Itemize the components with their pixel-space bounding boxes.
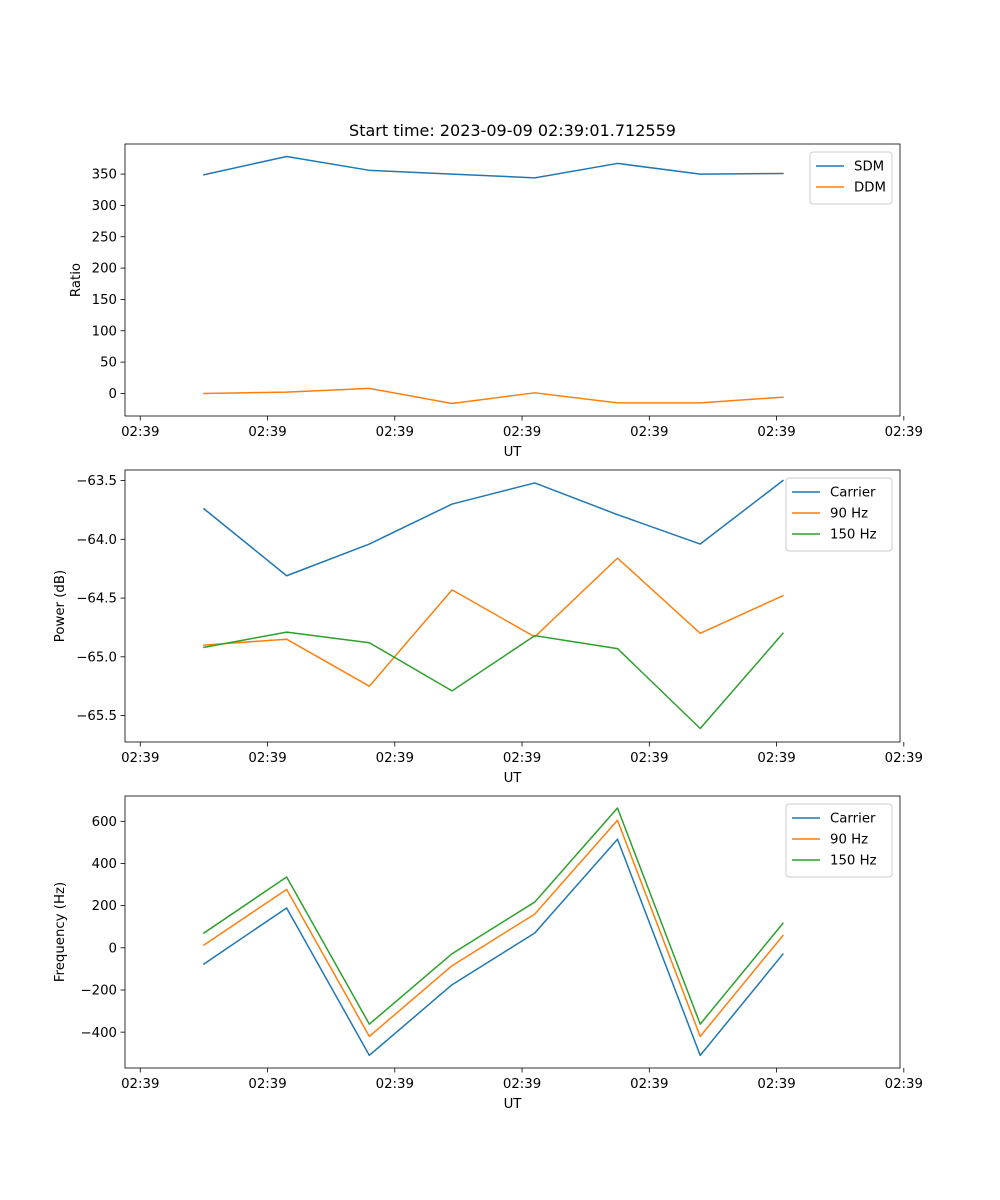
- frequency-x-tick-label: 02:39: [248, 1077, 286, 1092]
- ratio-x-axis-label: UT: [504, 445, 523, 460]
- frequency-y-axis-label: Frequency (Hz): [53, 882, 68, 982]
- frequency-y-tick-label: −200: [80, 984, 117, 999]
- ratio-x-tick-label: 02:39: [248, 425, 286, 440]
- power-y-tick-label: −63.5: [76, 474, 117, 489]
- frequency-axes-frame: [124, 795, 901, 1069]
- frequency-series-90-hz-line: [202, 819, 784, 1038]
- ratio-x-tick-label: 02:39: [121, 425, 159, 440]
- power-subplot: 02:3902:3902:3902:3902:3902:3902:3902:40…: [53, 469, 923, 786]
- power-x-tick-label: 02:39: [376, 751, 414, 766]
- power-y-axis-label: Power (dB): [53, 570, 68, 642]
- frequency-x-tick-label: 02:39: [121, 1077, 159, 1092]
- power-series-150-hz-line: [203, 631, 784, 730]
- frequency-subplot: 02:3902:3902:3902:3902:3902:3902:3902:40…: [53, 795, 923, 1112]
- figure-title: Start time: 2023-09-09 02:39:01.712559: [349, 121, 676, 140]
- ratio-legend-box: [809, 151, 893, 205]
- ratio-y-tick-label: 350: [92, 168, 117, 183]
- ratio-y-tick-label: 50: [100, 356, 117, 371]
- frequency-y-tick-label: 200: [92, 899, 117, 914]
- frequency-series-150-hz-line: [202, 807, 784, 1025]
- power-x-tick-label: 02:39: [248, 751, 286, 766]
- ratio-series-ddm-line: [203, 387, 784, 405]
- power-legend-label: 90 Hz: [830, 507, 868, 522]
- ratio-y-tick-label: 300: [92, 199, 117, 214]
- frequency-x-tick-label: 02:39: [885, 1077, 923, 1092]
- ratio-y-tick-label: 0: [109, 387, 117, 402]
- frequency-legend-label: 90 Hz: [830, 833, 868, 848]
- power-axes-frame: [124, 469, 901, 743]
- ratio-subplot: 02:3902:3902:3902:3902:3902:3902:3902:40…: [69, 143, 923, 460]
- power-y-tick-label: −65.5: [76, 709, 117, 724]
- frequency-legend-label: 150 Hz: [830, 854, 877, 869]
- frequency-x-tick-label: 02:39: [630, 1077, 668, 1092]
- power-x-tick-label: 02:39: [121, 751, 159, 766]
- ratio-series-sdm-line: [203, 155, 784, 179]
- frequency-x-tick-label: 02:39: [503, 1077, 541, 1092]
- ratio-x-tick-label: 02:39: [376, 425, 414, 440]
- ratio-axes-frame: [124, 143, 901, 417]
- frequency-legend-label: Carrier: [830, 812, 876, 827]
- power-y-tick-label: −64.5: [76, 592, 117, 607]
- power-x-tick-label: 02:39: [630, 751, 668, 766]
- power-legend-label: Carrier: [830, 486, 876, 501]
- frequency-y-tick-label: 400: [92, 857, 117, 872]
- power-legend-box: [785, 477, 893, 552]
- frequency-x-tick-label: 02:39: [757, 1077, 795, 1092]
- ratio-legend-label: SDM: [854, 160, 884, 175]
- power-x-tick-label: 02:39: [503, 751, 541, 766]
- ratio-legend-label: DDM: [854, 181, 886, 196]
- frequency-series-carrier-line: [202, 838, 784, 1057]
- ratio-x-tick-label: 02:39: [757, 425, 795, 440]
- ratio-x-tick-label: 02:39: [885, 425, 923, 440]
- ratio-y-tick-label: 150: [92, 293, 117, 308]
- power-series-90-hz-line: [203, 557, 784, 687]
- power-legend-label: 150 Hz: [830, 528, 877, 543]
- ratio-x-tick-label: 02:39: [503, 425, 541, 440]
- frequency-y-tick-label: 600: [92, 815, 117, 830]
- frequency-x-tick-label: 02:39: [376, 1077, 414, 1092]
- power-x-tick-label: 02:39: [757, 751, 795, 766]
- frequency-x-axis-label: UT: [504, 1097, 523, 1112]
- power-series-carrier-line: [202, 479, 784, 577]
- ratio-y-tick-label: 200: [92, 262, 117, 277]
- power-y-tick-label: −65.0: [76, 650, 117, 665]
- ratio-y-tick-label: 250: [92, 230, 117, 245]
- ratio-y-tick-label: 100: [92, 324, 117, 339]
- ratio-x-tick-label: 02:39: [630, 425, 668, 440]
- power-x-tick-label: 02:39: [885, 751, 923, 766]
- power-y-tick-label: −64.0: [76, 533, 117, 548]
- frequency-legend-box: [785, 803, 893, 878]
- power-x-axis-label: UT: [504, 771, 523, 786]
- frequency-y-tick-label: 0: [109, 941, 117, 956]
- frequency-y-tick-label: −400: [80, 1026, 117, 1041]
- ratio-y-axis-label: Ratio: [69, 263, 84, 297]
